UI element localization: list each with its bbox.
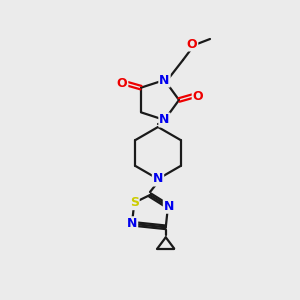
Text: N: N [153,172,163,185]
Text: N: N [164,200,174,213]
Text: N: N [159,74,170,86]
Text: N: N [127,217,137,230]
Text: N: N [159,113,170,127]
Text: O: O [193,89,203,103]
Text: O: O [117,77,127,90]
Text: S: S [130,196,139,209]
Text: O: O [187,38,197,50]
